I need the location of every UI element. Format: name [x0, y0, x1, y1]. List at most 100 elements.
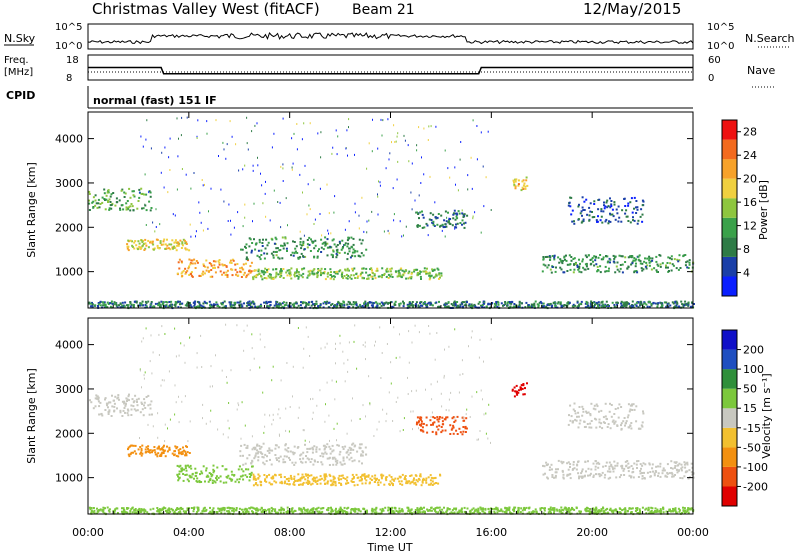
echo-cell — [289, 305, 292, 308]
noise-cell — [282, 167, 284, 170]
echo-cell — [583, 209, 586, 211]
echo-cell — [176, 241, 179, 244]
echo-cell — [108, 401, 111, 404]
echo-cell — [152, 248, 155, 251]
echo-cell — [363, 473, 366, 476]
noise-cell — [206, 132, 208, 135]
echo-cell — [347, 506, 350, 509]
echo-cell — [143, 193, 146, 196]
echo-cell — [284, 237, 287, 240]
echo-cell — [670, 467, 672, 469]
echo-cell — [336, 270, 339, 273]
echo-cell — [620, 406, 623, 408]
noise-cell — [144, 371, 146, 374]
echo-cell — [271, 508, 274, 511]
echo-cell — [266, 270, 269, 273]
noise-cell — [411, 162, 413, 165]
echo-cell — [335, 256, 338, 259]
echo-cell — [304, 509, 307, 512]
echo-cell — [311, 272, 314, 275]
echo-cell — [162, 240, 165, 243]
echo-cell — [425, 304, 428, 306]
noise-cell — [202, 229, 204, 232]
echo-cell — [230, 262, 233, 264]
echo-cell — [312, 448, 315, 451]
echo-cell — [300, 247, 303, 250]
echo-cell — [393, 302, 396, 305]
echo-cell — [491, 508, 494, 510]
echo-cell — [328, 457, 331, 460]
noise-cell — [333, 427, 335, 430]
echo-cell — [631, 403, 634, 406]
echo-cell — [414, 268, 417, 271]
echo-cell — [421, 213, 424, 216]
echo-cell — [641, 204, 644, 207]
echo-cell — [115, 507, 118, 510]
echo-cell — [275, 302, 278, 305]
echo-cell — [382, 509, 385, 512]
echo-cell — [208, 472, 211, 474]
echo-cell — [218, 263, 221, 266]
echo-cell — [498, 510, 501, 513]
echo-cell — [623, 197, 626, 200]
noise-cell — [465, 413, 467, 416]
echo-cell — [458, 511, 461, 514]
echo-cell — [350, 508, 353, 511]
noise-cell — [185, 173, 187, 176]
echo-cell — [296, 271, 299, 274]
echo-cell — [324, 242, 327, 245]
noise-cell — [175, 401, 177, 404]
echo-cell — [585, 410, 588, 413]
echo-cell — [658, 509, 661, 512]
noise-cell — [244, 203, 246, 206]
echo-cell — [684, 254, 687, 256]
echo-cell — [390, 482, 393, 485]
echo-cell — [597, 208, 600, 211]
echo-cell — [318, 448, 321, 451]
echo-cell — [348, 458, 351, 461]
echo-cell — [428, 218, 431, 221]
echo-cell — [411, 480, 414, 483]
echo-cell — [390, 267, 393, 270]
echo-cell — [129, 205, 132, 208]
echo-cell — [243, 302, 245, 305]
echo-cell — [138, 245, 141, 248]
noise-cell — [226, 381, 228, 384]
echo-cell — [581, 220, 584, 223]
echo-cell — [571, 468, 574, 471]
noise-cell — [436, 332, 438, 334]
echo-cell — [444, 210, 447, 213]
echo-cell — [504, 303, 507, 306]
echo-cell — [373, 511, 376, 514]
noise-cell — [306, 213, 308, 216]
echo-cell — [621, 509, 624, 512]
echo-cell — [337, 444, 340, 447]
echo-cell — [628, 302, 631, 305]
echo-cell — [542, 306, 544, 309]
echo-cell — [308, 272, 311, 275]
echo-cell — [347, 449, 350, 452]
echo-cell — [428, 274, 431, 277]
echo-cell — [684, 509, 686, 512]
echo-cell — [205, 259, 208, 262]
echo-cell — [568, 254, 571, 257]
echo-cell — [184, 267, 187, 270]
echo-cell — [388, 483, 391, 486]
echo-cell — [460, 507, 463, 510]
echo-cell — [147, 404, 150, 407]
echo-cell — [351, 246, 354, 249]
echo-cell — [603, 510, 606, 513]
echo-cell — [135, 409, 138, 412]
echo-cell — [126, 511, 129, 514]
echo-cell — [300, 252, 303, 255]
echo-cell — [265, 509, 267, 512]
echo-cell — [297, 478, 300, 481]
echo-cell — [107, 411, 110, 413]
noise-cell — [319, 187, 321, 190]
echo-cell — [517, 391, 520, 394]
echo-cell — [266, 475, 268, 478]
echo-cell — [567, 423, 570, 426]
echo-cell — [606, 206, 609, 209]
noise-cell — [329, 439, 330, 442]
echo-cell — [576, 266, 579, 268]
